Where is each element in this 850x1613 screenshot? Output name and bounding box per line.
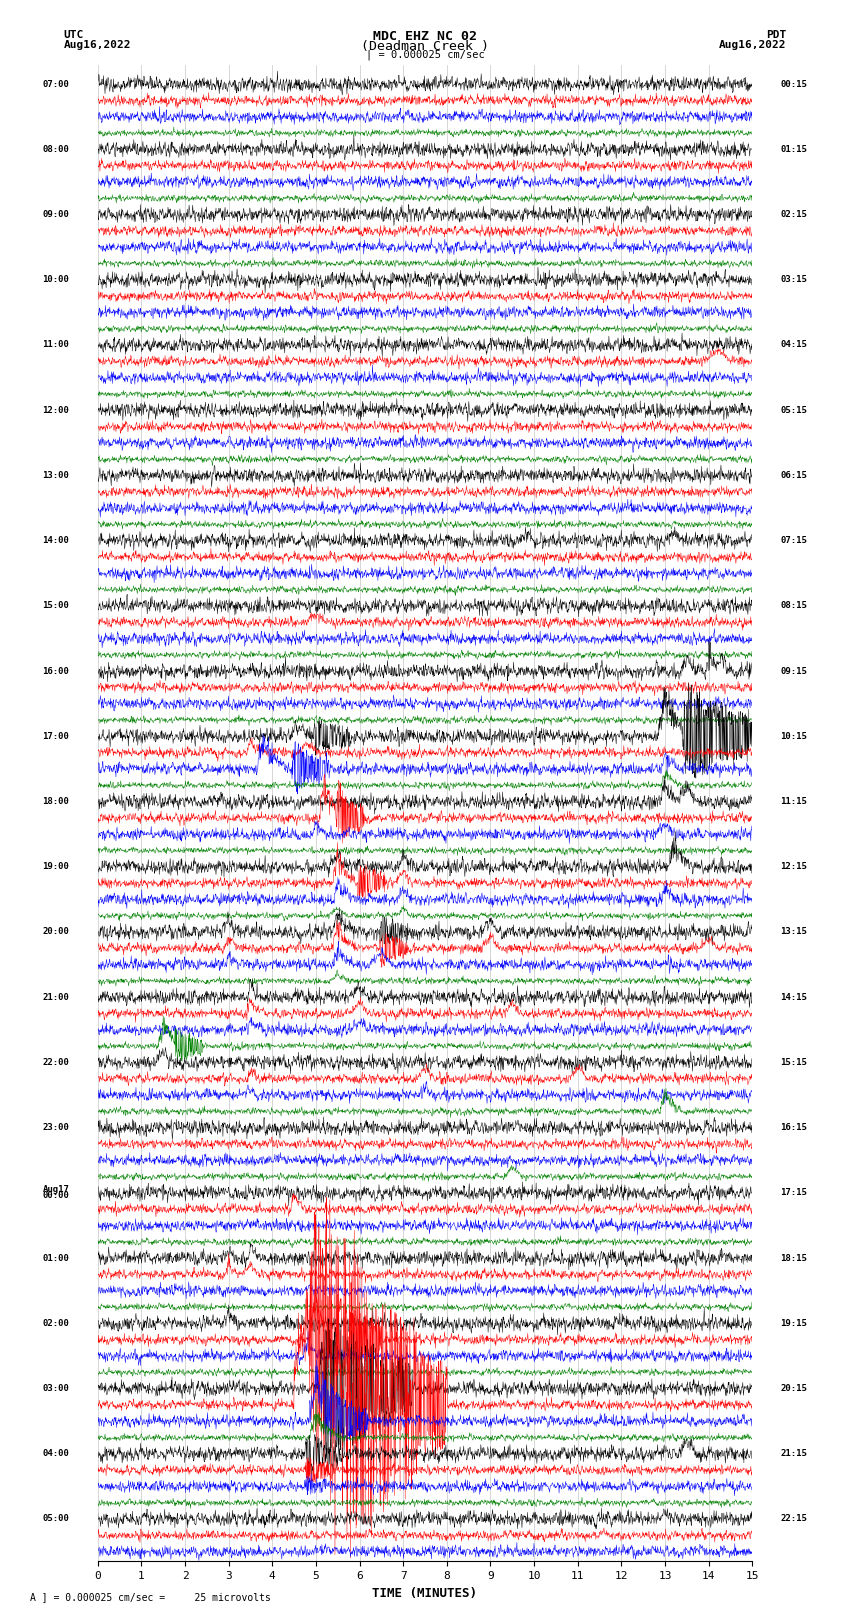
Text: 12:15: 12:15 bbox=[780, 863, 808, 871]
X-axis label: TIME (MINUTES): TIME (MINUTES) bbox=[372, 1587, 478, 1600]
Text: 00:15: 00:15 bbox=[780, 79, 808, 89]
Text: 08:00: 08:00 bbox=[42, 145, 70, 153]
Text: 11:15: 11:15 bbox=[780, 797, 808, 806]
Text: 01:00: 01:00 bbox=[42, 1253, 70, 1263]
Text: 20:15: 20:15 bbox=[780, 1384, 808, 1394]
Text: 01:15: 01:15 bbox=[780, 145, 808, 153]
Text: 05:00: 05:00 bbox=[42, 1515, 70, 1524]
Text: 14:15: 14:15 bbox=[780, 992, 808, 1002]
Text: 03:00: 03:00 bbox=[42, 1384, 70, 1394]
Text: 21:00: 21:00 bbox=[42, 992, 70, 1002]
Text: 17:15: 17:15 bbox=[780, 1189, 808, 1197]
Text: 11:00: 11:00 bbox=[42, 340, 70, 350]
Text: MDC EHZ NC 02: MDC EHZ NC 02 bbox=[373, 31, 477, 44]
Text: 13:15: 13:15 bbox=[780, 927, 808, 937]
Text: 17:00: 17:00 bbox=[42, 732, 70, 740]
Text: 10:00: 10:00 bbox=[42, 276, 70, 284]
Text: 16:00: 16:00 bbox=[42, 666, 70, 676]
Text: 22:00: 22:00 bbox=[42, 1058, 70, 1066]
Text: 23:00: 23:00 bbox=[42, 1123, 70, 1132]
Text: 02:15: 02:15 bbox=[780, 210, 808, 219]
Text: 19:00: 19:00 bbox=[42, 863, 70, 871]
Text: 13:00: 13:00 bbox=[42, 471, 70, 481]
Text: 14:00: 14:00 bbox=[42, 536, 70, 545]
Text: A ] = 0.000025 cm/sec =     25 microvolts: A ] = 0.000025 cm/sec = 25 microvolts bbox=[30, 1592, 270, 1602]
Text: 20:00: 20:00 bbox=[42, 927, 70, 937]
Text: 00:00: 00:00 bbox=[42, 1192, 70, 1200]
Text: (Deadman Creek ): (Deadman Creek ) bbox=[361, 40, 489, 53]
Text: UTC: UTC bbox=[64, 31, 84, 40]
Text: Aug17: Aug17 bbox=[42, 1186, 70, 1195]
Text: 07:00: 07:00 bbox=[42, 79, 70, 89]
Text: Aug16,2022: Aug16,2022 bbox=[64, 40, 131, 50]
Text: 18:15: 18:15 bbox=[780, 1253, 808, 1263]
Text: 18:00: 18:00 bbox=[42, 797, 70, 806]
Text: 21:15: 21:15 bbox=[780, 1448, 808, 1458]
Text: | = 0.000025 cm/sec: | = 0.000025 cm/sec bbox=[366, 50, 484, 60]
Text: 08:15: 08:15 bbox=[780, 602, 808, 610]
Text: 03:15: 03:15 bbox=[780, 276, 808, 284]
Text: Aug16,2022: Aug16,2022 bbox=[719, 40, 786, 50]
Text: 09:15: 09:15 bbox=[780, 666, 808, 676]
Text: 05:15: 05:15 bbox=[780, 406, 808, 415]
Text: 07:15: 07:15 bbox=[780, 536, 808, 545]
Text: 06:15: 06:15 bbox=[780, 471, 808, 481]
Text: 04:15: 04:15 bbox=[780, 340, 808, 350]
Text: 16:15: 16:15 bbox=[780, 1123, 808, 1132]
Text: 15:15: 15:15 bbox=[780, 1058, 808, 1066]
Text: 09:00: 09:00 bbox=[42, 210, 70, 219]
Text: 22:15: 22:15 bbox=[780, 1515, 808, 1524]
Text: 10:15: 10:15 bbox=[780, 732, 808, 740]
Text: 19:15: 19:15 bbox=[780, 1319, 808, 1327]
Text: 02:00: 02:00 bbox=[42, 1319, 70, 1327]
Text: 12:00: 12:00 bbox=[42, 406, 70, 415]
Text: 04:00: 04:00 bbox=[42, 1448, 70, 1458]
Text: 15:00: 15:00 bbox=[42, 602, 70, 610]
Text: PDT: PDT bbox=[766, 31, 786, 40]
